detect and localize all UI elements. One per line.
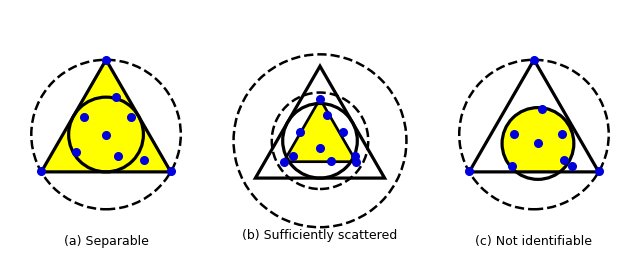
Circle shape (68, 97, 143, 172)
Text: (c) Not identifiable: (c) Not identifiable (476, 235, 593, 248)
Circle shape (283, 104, 357, 178)
Polygon shape (284, 99, 356, 162)
Circle shape (502, 107, 574, 179)
Text: (a) Separable: (a) Separable (63, 235, 148, 248)
Polygon shape (469, 60, 598, 172)
Polygon shape (502, 107, 574, 179)
Text: (b) Sufficiently scattered: (b) Sufficiently scattered (243, 229, 397, 242)
Polygon shape (469, 60, 598, 172)
Polygon shape (284, 99, 356, 162)
Polygon shape (42, 60, 171, 172)
Polygon shape (283, 104, 357, 178)
